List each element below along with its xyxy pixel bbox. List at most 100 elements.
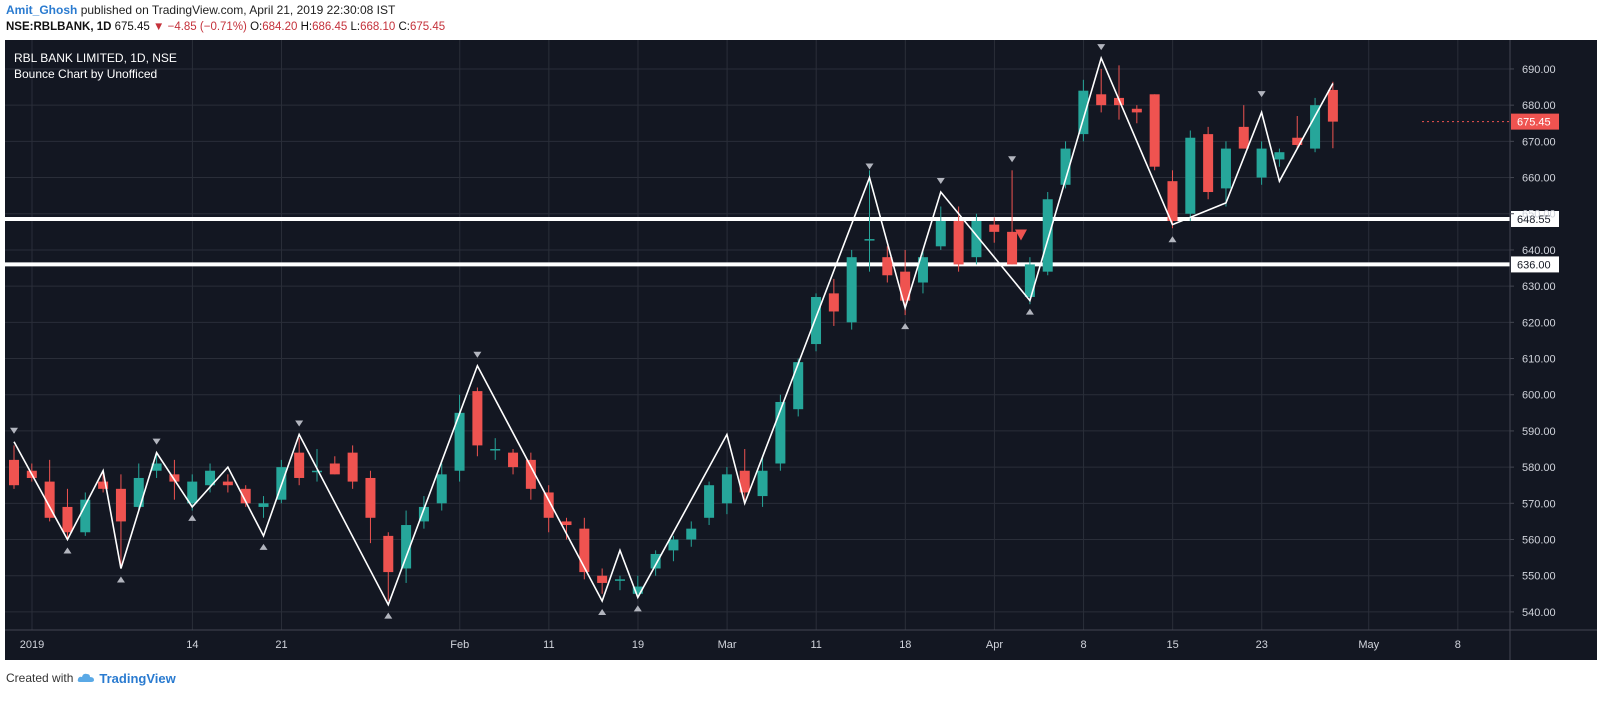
high-label: H: bbox=[300, 21, 313, 33]
candle-body bbox=[1167, 181, 1178, 221]
level-label-bg bbox=[1511, 210, 1559, 227]
swing-high-marker bbox=[936, 178, 945, 185]
candle-body bbox=[1220, 148, 1231, 189]
price-tick-label: 560.00 bbox=[1522, 535, 1556, 547]
candle-body bbox=[1131, 108, 1142, 113]
candle-body bbox=[579, 528, 590, 573]
support-resistance-levels: 648.55 636.00 bbox=[5, 210, 1559, 273]
candle-body bbox=[329, 463, 340, 475]
candle-body bbox=[115, 488, 126, 522]
candle-body bbox=[1310, 105, 1321, 149]
candle-body bbox=[9, 459, 19, 486]
chart-title: RBL BANK LIMITED, 1D, NSE bbox=[14, 51, 177, 65]
candle-body bbox=[846, 257, 857, 323]
candle-body bbox=[205, 470, 216, 486]
candle-body bbox=[508, 452, 519, 468]
swing-low-marker bbox=[1025, 308, 1034, 315]
candle-body bbox=[454, 412, 465, 471]
close-value: 675.45 bbox=[410, 21, 446, 33]
swing-low-marker bbox=[384, 612, 393, 619]
candle-body bbox=[133, 477, 144, 507]
candle-body bbox=[80, 499, 91, 533]
swing-low-marker bbox=[116, 576, 125, 583]
candle-body bbox=[953, 220, 964, 265]
swing-high-marker bbox=[295, 420, 304, 427]
time-tick-label: 15 bbox=[1167, 639, 1179, 651]
candle-body bbox=[1292, 137, 1303, 145]
time-axis[interactable]: 2019 14 21 Feb 11 19 Mar 11 18 Apr 8 15 23 May 8 bbox=[5, 629, 1597, 651]
swing-markers bbox=[10, 44, 1266, 619]
time-tick-label: 8 bbox=[1080, 639, 1086, 651]
sell-signal-marker bbox=[1014, 229, 1027, 241]
price-tick-label: 670.00 bbox=[1522, 136, 1556, 148]
price-tick-label: 550.00 bbox=[1522, 571, 1556, 583]
tradingview-brand[interactable]: TradingView bbox=[99, 670, 176, 686]
grid-lines bbox=[5, 40, 1510, 630]
candle-body bbox=[1149, 94, 1160, 167]
price-tick-label: 660.00 bbox=[1522, 173, 1556, 185]
candle-body bbox=[757, 470, 768, 497]
candle-body bbox=[222, 481, 233, 486]
candle-body bbox=[1256, 148, 1267, 178]
candle-body bbox=[721, 474, 732, 504]
candle-body bbox=[632, 586, 643, 594]
price-tick-label: 610.00 bbox=[1522, 354, 1556, 366]
candle-body bbox=[525, 459, 536, 489]
candle-body bbox=[811, 296, 822, 345]
symbol-info-bar: NSE:RBLBANK, 1D 675.45 ▼ −4.85 (−0.71%) … bbox=[6, 21, 445, 37]
zigzag-polyline bbox=[13, 55, 1334, 607]
price-tick-label: 680.00 bbox=[1522, 100, 1556, 112]
chart-subtitle: Bounce Chart by Unofficed bbox=[14, 67, 157, 81]
time-tick-label: 19 bbox=[632, 639, 644, 651]
candle-body bbox=[828, 293, 839, 312]
price-tick-label: 580.00 bbox=[1522, 462, 1556, 474]
candle-body bbox=[1274, 152, 1285, 160]
price-tick-label: 570.00 bbox=[1522, 498, 1556, 510]
time-tick-label: Feb bbox=[450, 639, 469, 651]
candle-body bbox=[668, 539, 679, 551]
swing-high-marker bbox=[1097, 44, 1106, 51]
footer-credit: Created with TradingView bbox=[6, 668, 176, 688]
candle-body bbox=[1024, 264, 1035, 297]
candle-body bbox=[775, 401, 786, 464]
last-price-value: 675.45 bbox=[114, 21, 150, 33]
high-value: 686.45 bbox=[312, 21, 348, 33]
price-axis[interactable]: 540.00 550.00 560.00 570.00 580.00 590.00 600.… bbox=[1422, 40, 1559, 660]
low-value: 668.10 bbox=[360, 21, 396, 33]
price-tick-label: 600.00 bbox=[1522, 390, 1556, 402]
candle-body bbox=[1327, 89, 1338, 122]
price-tick-label: 650.00 bbox=[1522, 209, 1556, 221]
candle-body bbox=[401, 525, 412, 569]
candle-body bbox=[311, 470, 322, 473]
candle-body bbox=[1060, 148, 1071, 185]
level-label-bg bbox=[1511, 256, 1559, 273]
candle-body bbox=[240, 488, 251, 504]
candle-body bbox=[971, 220, 982, 258]
chart-container[interactable]: 648.55 636.00 540.00 550.00 560.00 570.00 580… bbox=[5, 40, 1597, 660]
price-chart[interactable]: 648.55 636.00 540.00 550.00 560.00 570.00 580… bbox=[5, 40, 1597, 660]
price-tick-label: 640.00 bbox=[1522, 245, 1556, 257]
last-price-label: 675.45 bbox=[1517, 117, 1551, 129]
time-tick-label: 11 bbox=[810, 639, 821, 651]
candle-body bbox=[472, 391, 483, 446]
candle-body bbox=[882, 257, 893, 276]
created-with-text: Created with bbox=[6, 671, 74, 685]
symbol-label: NSE:RBLBANK, 1D bbox=[6, 21, 112, 33]
candle-body bbox=[793, 362, 804, 410]
candle-body bbox=[151, 463, 162, 471]
price-tick-label: 590.00 bbox=[1522, 426, 1556, 438]
change-down-arrow-icon: ▼ bbox=[153, 21, 165, 33]
candle-body bbox=[900, 271, 911, 301]
candle-body bbox=[614, 579, 625, 581]
tradingview-cloud-icon bbox=[78, 673, 95, 682]
time-tick-label: May bbox=[1358, 639, 1379, 651]
change-value: −4.85 (−0.71%) bbox=[167, 21, 247, 33]
candle-body bbox=[543, 492, 554, 518]
time-tick-label: 21 bbox=[275, 639, 287, 651]
author-link[interactable]: Amit_Ghosh bbox=[6, 3, 78, 17]
time-tick-label: 18 bbox=[899, 639, 911, 651]
swing-high-marker bbox=[865, 163, 874, 170]
candle-body bbox=[935, 220, 946, 247]
candle-body bbox=[989, 224, 1000, 232]
candle-body bbox=[864, 239, 875, 241]
